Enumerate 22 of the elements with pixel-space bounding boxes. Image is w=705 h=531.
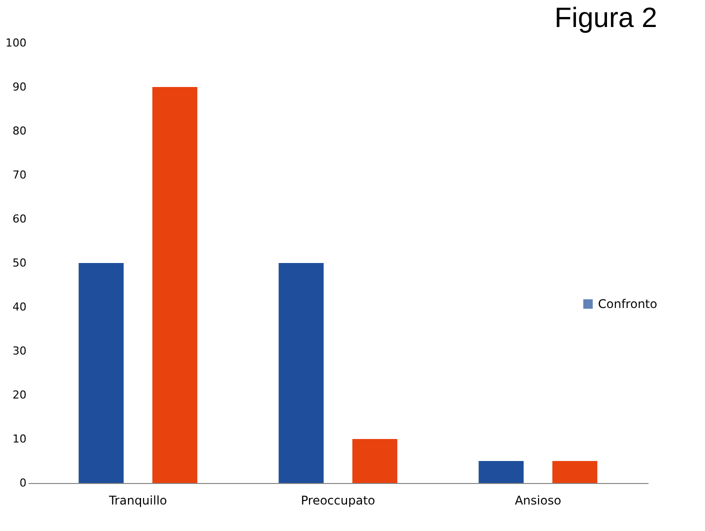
bar [352, 439, 398, 483]
y-tick-label: 90 [12, 80, 26, 94]
bar [552, 461, 598, 483]
y-tick-label: 60 [12, 212, 26, 226]
y-tick-label: 40 [12, 300, 26, 314]
y-tick-label: 30 [12, 344, 26, 358]
x-tick-label: Preoccupato [300, 494, 376, 508]
x-tick-label: Tranquillo [108, 494, 168, 508]
y-tick-label: 10 [12, 432, 26, 446]
y-tick-label: 20 [12, 388, 26, 402]
bar [478, 461, 524, 483]
y-tick-label: 80 [12, 124, 26, 138]
chart-title: Figura 2 [554, 2, 658, 33]
bar [152, 87, 198, 483]
legend-label: Confronto [598, 297, 658, 311]
y-tick-label: 50 [12, 256, 26, 270]
bar [78, 263, 124, 483]
y-tick-label: 100 [6, 36, 26, 50]
y-tick-label: 70 [12, 168, 26, 182]
bar [278, 263, 324, 483]
y-tick-label: 0 [20, 476, 26, 490]
x-tick-label: Ansioso [514, 494, 562, 508]
